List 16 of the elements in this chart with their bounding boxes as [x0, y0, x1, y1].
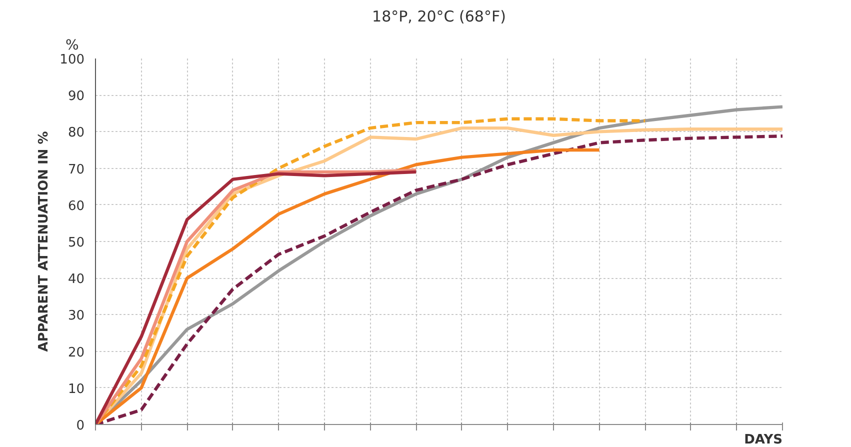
y-tick-label: 30: [68, 308, 85, 324]
y-tick-label: 50: [68, 236, 85, 250]
chart-title: 18°P, 20°C (68°F): [372, 8, 506, 26]
y-tick-label: 10: [68, 382, 85, 397]
text: %: [66, 38, 79, 54]
y-axis-title: APPARENT ATTENUATION IN %: [36, 131, 52, 352]
y-tick-label: 70: [68, 162, 85, 178]
line-series: [96, 148, 601, 424]
y-tick-label: 0: [76, 418, 85, 434]
x-axis-title: DAYS: [744, 432, 783, 447]
y-tick-label: 40: [68, 272, 85, 288]
y-tick-label: 20: [68, 345, 85, 360]
y-tick-label: 60: [68, 198, 85, 214]
y-tick-label: 80: [68, 126, 85, 141]
y-tick-label: 100: [60, 52, 85, 68]
y-tick-label: 90: [68, 89, 85, 104]
